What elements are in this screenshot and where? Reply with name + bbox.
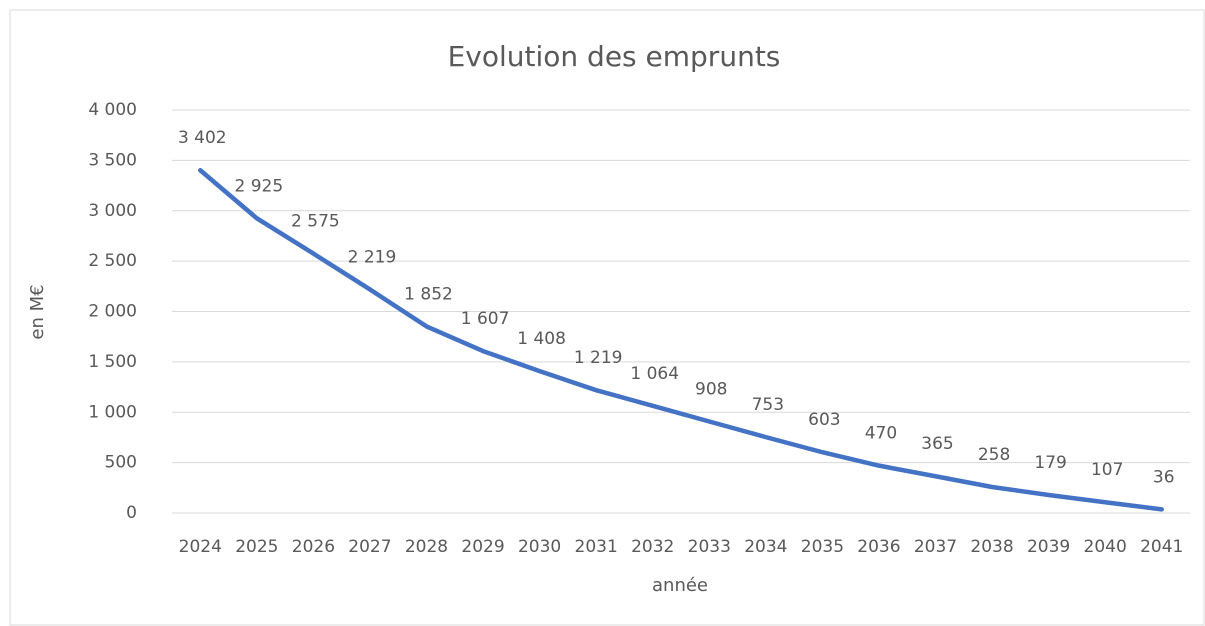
x-tick-label: 2029 <box>461 537 504 557</box>
data-label: 1 219 <box>574 348 623 368</box>
x-tick-label: 2033 <box>688 537 731 557</box>
y-tick-label: 1 000 <box>88 402 137 422</box>
chart-title: Evolution des emprunts <box>448 40 781 73</box>
y-tick-label: 2 000 <box>88 302 137 322</box>
x-axis-label: année <box>652 575 708 596</box>
chart-frame <box>9 9 1205 626</box>
x-tick-label: 2025 <box>235 537 278 557</box>
x-tick-label: 2026 <box>292 537 335 557</box>
x-tick-label: 2034 <box>744 537 787 557</box>
data-label: 1 064 <box>630 364 679 384</box>
data-label: 107 <box>1091 460 1123 480</box>
line-series <box>198 167 1164 512</box>
y-axis-label: en M€ <box>27 284 48 339</box>
x-tick-label: 2031 <box>575 537 618 557</box>
y-tick-label: 0 <box>126 503 137 523</box>
data-label: 2 219 <box>348 247 397 267</box>
data-label: 179 <box>1034 453 1066 473</box>
x-tick-label: 2040 <box>1084 537 1127 557</box>
y-tick-label: 3 000 <box>88 201 137 221</box>
x-tick-label: 2039 <box>1027 537 1070 557</box>
x-tick-label: 2030 <box>518 537 561 557</box>
y-tick-label: 2 500 <box>88 251 137 271</box>
data-label: 1 607 <box>461 309 510 329</box>
data-label: 365 <box>921 434 953 454</box>
x-tick-label: 2035 <box>801 537 844 557</box>
data-label: 1 408 <box>517 329 566 349</box>
x-tick-label: 2041 <box>1140 537 1183 557</box>
data-label: 258 <box>978 445 1010 465</box>
x-tick-label: 2037 <box>914 537 957 557</box>
y-tick-label: 4 000 <box>88 100 137 120</box>
data-label: 908 <box>695 380 727 400</box>
data-label: 2 575 <box>291 212 340 232</box>
data-label: 1 852 <box>404 284 453 304</box>
y-tick-label: 3 500 <box>88 150 137 170</box>
data-label: 3 402 <box>178 128 227 148</box>
y-tick-label: 1 500 <box>88 352 137 372</box>
y-tick-label: 500 <box>105 453 137 473</box>
data-label: 603 <box>808 410 840 430</box>
x-tick-label: 2038 <box>970 537 1013 557</box>
data-label: 2 925 <box>234 176 283 196</box>
x-tick-label: 2024 <box>179 537 222 557</box>
x-tick-label: 2028 <box>405 537 448 557</box>
x-tick-label: 2027 <box>348 537 391 557</box>
data-label: 36 <box>1153 467 1175 487</box>
x-tick-label: 2036 <box>857 537 900 557</box>
data-label: 753 <box>752 395 784 415</box>
data-label: 470 <box>865 424 897 444</box>
x-tick-label: 2032 <box>631 537 674 557</box>
